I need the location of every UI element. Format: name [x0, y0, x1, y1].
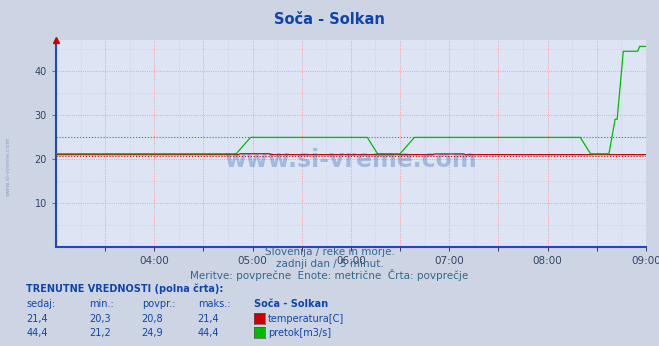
- Text: pretok[m3/s]: pretok[m3/s]: [268, 328, 331, 338]
- Text: Meritve: povprečne  Enote: metrične  Črta: povprečje: Meritve: povprečne Enote: metrične Črta:…: [190, 269, 469, 281]
- Text: 44,4: 44,4: [26, 328, 48, 338]
- Text: Slovenija / reke in morje.: Slovenija / reke in morje.: [264, 247, 395, 257]
- Text: 44,4: 44,4: [198, 328, 219, 338]
- Text: 21,4: 21,4: [26, 315, 48, 325]
- Text: povpr.:: povpr.:: [142, 299, 175, 309]
- Text: 21,4: 21,4: [198, 315, 219, 325]
- Text: 21,2: 21,2: [89, 328, 111, 338]
- Text: Soča - Solkan: Soča - Solkan: [254, 299, 328, 309]
- Text: TRENUTNE VREDNOSTI (polna črta):: TRENUTNE VREDNOSTI (polna črta):: [26, 284, 224, 294]
- Text: 20,3: 20,3: [89, 315, 111, 325]
- Text: Soča - Solkan: Soča - Solkan: [274, 12, 385, 27]
- Text: www.si-vreme.com: www.si-vreme.com: [225, 148, 477, 172]
- Text: temperatura[C]: temperatura[C]: [268, 315, 345, 325]
- Text: zadnji dan / 5 minut.: zadnji dan / 5 minut.: [275, 259, 384, 269]
- Text: min.:: min.:: [89, 299, 114, 309]
- Text: www.si-vreme.com: www.si-vreme.com: [6, 136, 11, 196]
- Text: maks.:: maks.:: [198, 299, 230, 309]
- Text: sedaj:: sedaj:: [26, 299, 55, 309]
- Text: 20,8: 20,8: [142, 315, 163, 325]
- Text: 24,9: 24,9: [142, 328, 163, 338]
